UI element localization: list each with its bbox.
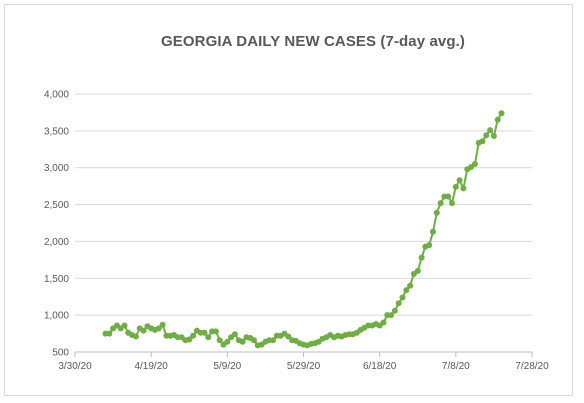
- data-point: [380, 319, 387, 326]
- data-point: [132, 333, 139, 340]
- data-point: [190, 332, 197, 339]
- gridlines: [75, 93, 532, 316]
- axes: [74, 351, 533, 357]
- data-point: [159, 321, 166, 328]
- y-tick-label: 1,500: [44, 274, 69, 285]
- data-point: [456, 177, 463, 184]
- x-tick-label: 4/19/20: [134, 361, 168, 372]
- data-point: [391, 307, 398, 314]
- data-point: [430, 228, 436, 235]
- y-axis-tick-labels: 500 1,000 1,500 2,000 2,500 3,000 3,500 4,000: [44, 90, 69, 359]
- chart-title: GEORGIA DAILY NEW CASES (7-day avg.): [161, 33, 465, 50]
- data-point: [201, 329, 208, 336]
- y-tick-label: 2,500: [44, 200, 69, 211]
- y-tick-label: 3,500: [44, 126, 69, 137]
- data-point: [437, 200, 444, 207]
- series-cases: [102, 110, 505, 349]
- x-tick-label: 5/29/20: [287, 361, 321, 372]
- x-tick-label: 3/30/20: [58, 361, 92, 372]
- data-point: [460, 185, 467, 192]
- data-point: [407, 282, 414, 289]
- data-point: [426, 242, 433, 249]
- chart-area: [4, 4, 573, 396]
- x-tick-label: 7/8/20: [442, 361, 470, 372]
- data-point: [231, 331, 238, 338]
- data-point: [433, 209, 440, 216]
- data-point: [471, 161, 478, 167]
- data-point: [490, 133, 497, 139]
- data-point: [452, 183, 459, 190]
- data-point: [205, 334, 212, 341]
- data-point: [479, 138, 486, 145]
- data-point: [106, 330, 113, 337]
- data-point: [445, 193, 452, 200]
- x-axis-tick-labels: 3/30/20 4/19/20 5/9/20 5/29/20 6/18/20 7/8/20…: [58, 361, 549, 372]
- data-point: [270, 337, 276, 344]
- y-tick-label: 2,000: [44, 237, 69, 248]
- x-tick-label: 7/28/20: [515, 361, 549, 372]
- data-point: [186, 336, 193, 343]
- y-tick-label: 3,000: [44, 163, 69, 174]
- x-tick-label: 5/9/20: [213, 361, 241, 372]
- data-point: [239, 338, 246, 345]
- data-point: [224, 338, 231, 345]
- x-tick-label: 6/18/20: [363, 361, 397, 372]
- data-point: [121, 322, 128, 329]
- data-point: [155, 325, 162, 332]
- data-point: [395, 300, 402, 307]
- data-point: [388, 312, 395, 319]
- series-line: [105, 112, 503, 347]
- data-point: [449, 200, 455, 207]
- data-point: [414, 267, 421, 274]
- data-point: [285, 333, 292, 340]
- data-point: [251, 337, 257, 344]
- data-point: [212, 328, 219, 335]
- data-point: [483, 132, 490, 139]
- data-point: [494, 116, 501, 123]
- data-point: [140, 327, 147, 334]
- y-tick-label: 1,000: [44, 311, 69, 322]
- data-point: [399, 294, 406, 301]
- y-tick-label: 500: [52, 348, 69, 359]
- data-point: [216, 337, 223, 344]
- data-point: [418, 254, 425, 261]
- data-point: [498, 110, 505, 117]
- y-tick-label: 4,000: [44, 90, 69, 101]
- data-point: [487, 127, 494, 134]
- data-point: [403, 287, 410, 294]
